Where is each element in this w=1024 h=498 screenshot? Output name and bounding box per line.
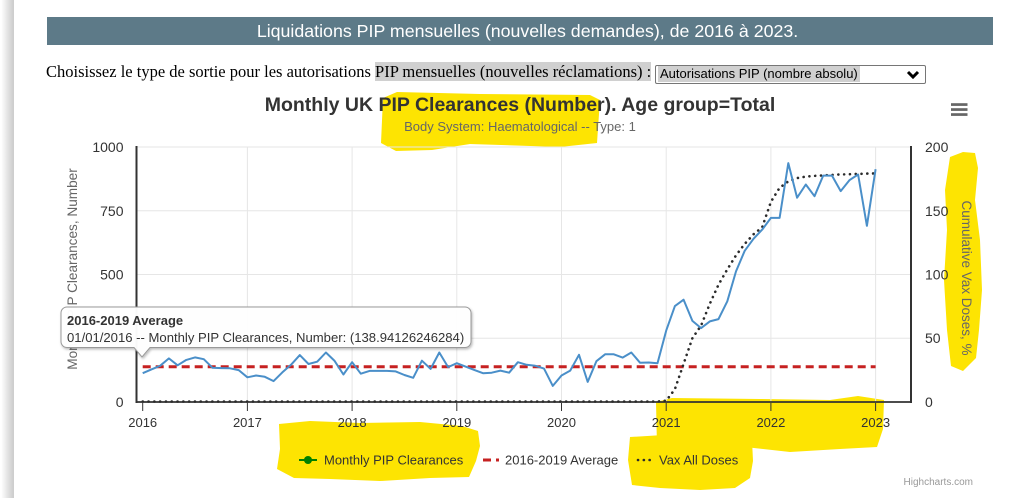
- svg-text:Body System: Haematological --: Body System: Haematological -- Type: 1: [404, 119, 636, 134]
- svg-text:500: 500: [100, 267, 124, 283]
- svg-text:Monthly PIP Clearances: Monthly PIP Clearances: [324, 453, 464, 468]
- svg-text:2017: 2017: [233, 415, 262, 430]
- svg-text:50: 50: [925, 330, 941, 346]
- svg-text:0: 0: [925, 394, 933, 410]
- svg-text:Monthly UK PIP Clearances (Num: Monthly UK PIP Clearances (Number). Age …: [265, 94, 776, 116]
- svg-text:01/01/2016 -- Monthly PIP Clea: 01/01/2016 -- Monthly PIP Clearances, Nu…: [67, 330, 464, 345]
- svg-text:2016-2019 Average: 2016-2019 Average: [67, 313, 183, 328]
- svg-text:2021: 2021: [652, 415, 681, 430]
- svg-text:1000: 1000: [92, 139, 123, 155]
- svg-text:Vax All Doses: Vax All Doses: [659, 453, 739, 468]
- svg-text:100: 100: [925, 267, 949, 283]
- svg-text:2019: 2019: [442, 415, 471, 430]
- svg-text:Cumulative Vax Doses, %: Cumulative Vax Doses, %: [959, 200, 974, 355]
- svg-text:Highcharts.com: Highcharts.com: [904, 477, 973, 488]
- svg-text:150: 150: [925, 203, 949, 219]
- svg-text:0: 0: [116, 394, 124, 410]
- svg-text:200: 200: [925, 139, 949, 155]
- svg-text:2016: 2016: [128, 415, 157, 430]
- svg-text:750: 750: [100, 203, 124, 219]
- svg-text:2023: 2023: [861, 415, 890, 430]
- svg-text:2016-2019 Average: 2016-2019 Average: [505, 453, 618, 468]
- svg-text:2018: 2018: [338, 415, 367, 430]
- svg-text:2020: 2020: [547, 415, 576, 430]
- svg-text:2022: 2022: [756, 415, 785, 430]
